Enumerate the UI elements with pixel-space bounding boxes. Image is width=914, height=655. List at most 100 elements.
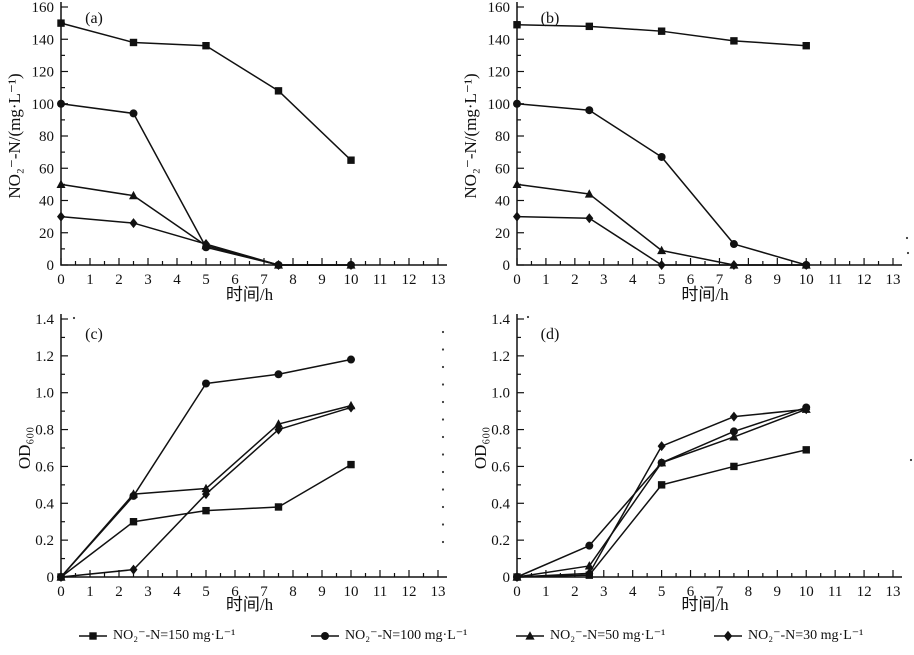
y-tick-label: 80 [495,129,510,145]
legend-label-100: NO₂⁻-N=100 mg·L⁻¹ [345,628,468,643]
legend-label-50: NO₂⁻-N=50 mg·L⁻¹ [550,628,666,643]
x-tick-label: 8 [745,272,753,288]
y-tick-label: 0.2 [491,533,510,549]
y-tick-label: 0.6 [491,459,510,475]
series-markers-diamond [513,404,811,582]
y-tick-label: 1.4 [491,312,510,328]
axis-frame [516,2,902,266]
ticks [516,318,894,578]
series-markers-square [57,460,355,581]
diamond-marker-icon [714,630,742,641]
x-axis-title: 时间/h [226,595,274,614]
legend-item-50: NO₂⁻-N=50 mg·L⁻¹ [515,627,665,644]
x-tick-label: 5 [658,272,666,288]
series-line-circle [516,103,807,266]
x-tick-label: 7 [716,584,724,600]
legend-label-150: NO₂⁻-N=150 mg·L⁻¹ [113,628,236,643]
x-axis-title: 时间/h [681,285,729,304]
y-tick-label: 0.4 [35,496,54,512]
series-markers-square [57,19,355,164]
ticks [516,6,894,266]
series-markers-triangle [512,179,811,269]
x-tick-label: 9 [318,272,326,288]
x-tick-label: 13 [886,584,901,600]
x-axis-title: 时间/h [681,595,729,614]
x-axis-title: 时间/h [226,285,274,304]
x-tick-label: 3 [144,272,152,288]
x-tick-label: 4 [173,584,181,600]
x-tick-label: 1 [542,584,550,600]
panel-d: 0 1 2 3 4 5 6 7 8 9 10 11 12 1300.20.40.60.81.01.21.4… [471,312,902,614]
y-tick-label: 100 [488,97,511,113]
x-tick-label: 0 [513,272,521,288]
panel-label: (a) [85,10,103,27]
panel-c: 0 1 2 3 4 5 6 7 8 9 10 11 12 1300.20.40.60.81.01.21.4… [15,312,447,614]
y-axis-title: OD₆₀₀ [471,427,490,469]
y-axis-title: NO₂⁻-N/(mg·L⁻¹) [5,73,24,198]
y-axis-title: NO₂⁻-N/(mg·L⁻¹) [461,73,480,198]
series-line-triangle [516,408,807,578]
scan-artifact-dots [72,236,913,544]
x-tick-label: 13 [886,272,901,288]
x-tick-label: 4 [629,272,637,288]
x-tick-label: 7 [716,272,724,288]
circle-marker-icon [311,631,339,640]
x-tick-label: 2 [115,272,123,288]
x-tick-label: 12 [402,272,417,288]
x-tick-label: 9 [774,272,782,288]
x-tick-label: 10 [344,584,359,600]
y-tick-label: 0 [503,258,511,274]
x-tick-label: 11 [828,584,842,600]
x-tick-label: 7 [260,272,268,288]
ticks [60,6,439,266]
y-tick-label: 40 [495,194,510,210]
x-tick-label: 8 [745,584,753,600]
series-line-circle [516,406,807,578]
x-tick-label: 13 [431,584,446,600]
series-line-diamond [516,408,807,578]
y-tick-label: 160 [488,0,511,16]
y-tick-label: 140 [32,32,55,48]
x-tick-label: 5 [202,272,210,288]
legend-item-150: NO₂⁻-N=150 mg·L⁻¹ [78,627,235,644]
x-tick-label: 13 [431,272,446,288]
x-tick-label: 4 [629,584,637,600]
series-markers-circle [57,355,355,581]
y-tick-label: 60 [495,161,510,177]
legend-item-100: NO₂⁻-N=100 mg·L⁻¹ [310,627,467,644]
ticks [60,318,439,578]
series-markers-square [513,21,810,50]
y-tick-label: 1.4 [35,312,54,328]
y-tick-label: 0.8 [35,423,54,439]
x-tick-label: 11 [373,272,387,288]
y-tick-label: 120 [32,65,55,81]
legend-item-30: NO₂⁻-N=30 mg·L⁻¹ [713,627,863,644]
y-tick-label: 0.8 [491,423,510,439]
x-tick-label: 6 [687,272,695,288]
x-tick-label: 7 [260,584,268,600]
y-tick-label: 120 [488,65,511,81]
x-tick-label: 0 [513,584,521,600]
x-tick-label: 5 [658,584,666,600]
y-tick-label: 1.2 [491,349,510,365]
y-tick-label: 0 [47,570,55,586]
x-tick-label: 0 [57,272,65,288]
series-markers-triangle [512,404,811,581]
axis-frame [60,2,447,266]
x-tick-label: 2 [571,584,579,600]
y-tick-label: 0 [47,258,55,274]
x-tick-label: 9 [318,584,326,600]
series-line-square [60,463,352,578]
x-tick-label: 2 [571,272,579,288]
y-tick-label: 20 [495,226,510,242]
x-tick-label: 6 [231,584,239,600]
series-markers-diamond [513,211,811,270]
series-line-triangle [60,183,351,266]
y-tick-label: 100 [32,97,55,113]
y-tick-label: 1.2 [35,349,54,365]
x-tick-label: 10 [799,584,814,600]
panel-label: (b) [541,10,560,27]
x-tick-label: 1 [86,584,94,600]
y-tick-label: 40 [39,194,54,210]
y-tick-label: 1.0 [35,386,54,402]
